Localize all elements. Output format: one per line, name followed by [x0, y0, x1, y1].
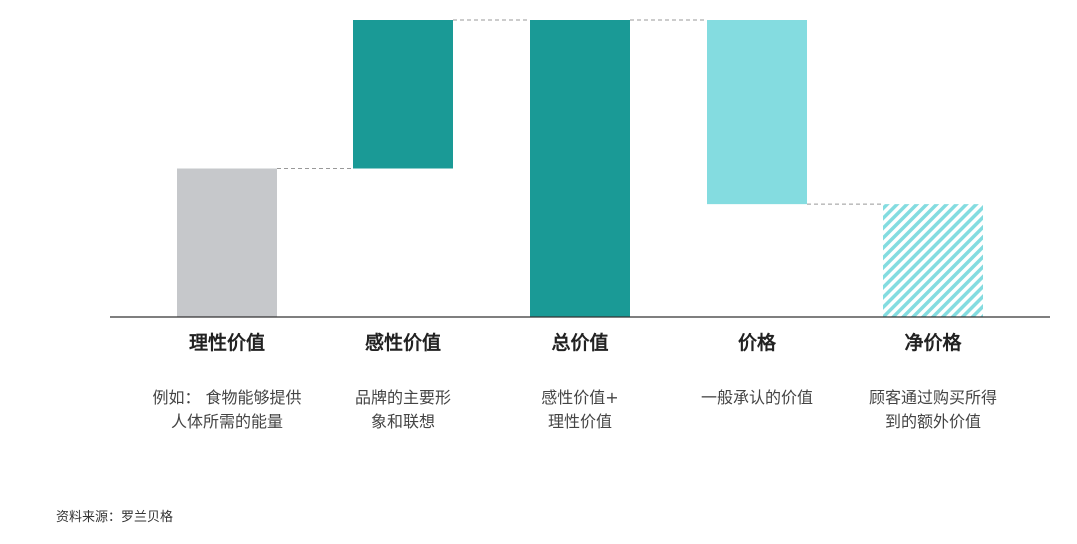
bar-1: [353, 20, 453, 169]
bar-4: [883, 204, 983, 317]
category-label: 价格: [737, 332, 776, 354]
description-line: 品牌的主要形: [354, 388, 451, 407]
category-description: 品牌的主要形 象和联想: [318, 386, 488, 434]
description-line: 一般承认的价值: [700, 388, 813, 407]
category-description: 顾客通过购买所得 到的额外价值: [848, 386, 1018, 434]
bar-3: [707, 20, 807, 205]
category-description: 例如： 食物能够提供 人体所需的能量: [142, 386, 312, 434]
bar-0: [177, 168, 277, 317]
category-label: 总价值: [551, 332, 609, 354]
description-line: 例如： 食物能够提供: [152, 388, 302, 407]
category-label: 理性价值: [188, 332, 265, 354]
category-label: 感性价值: [364, 332, 441, 354]
category-description: 一般承认的价值: [672, 386, 842, 410]
category-description: 感性价值+ 理性价值: [495, 386, 665, 434]
description-line: 感性价值+: [541, 388, 619, 407]
source-note: 资料来源：罗兰贝格: [56, 510, 174, 525]
description-line: 理性价值: [547, 412, 612, 431]
description-line: 到的额外价值: [884, 412, 981, 431]
category-label: 净价格: [904, 332, 962, 354]
bar-2: [530, 20, 630, 317]
description-line: 顾客通过购买所得: [868, 388, 997, 407]
description-line: 人体所需的能量: [170, 412, 283, 431]
description-line: 象和联想: [370, 412, 435, 431]
